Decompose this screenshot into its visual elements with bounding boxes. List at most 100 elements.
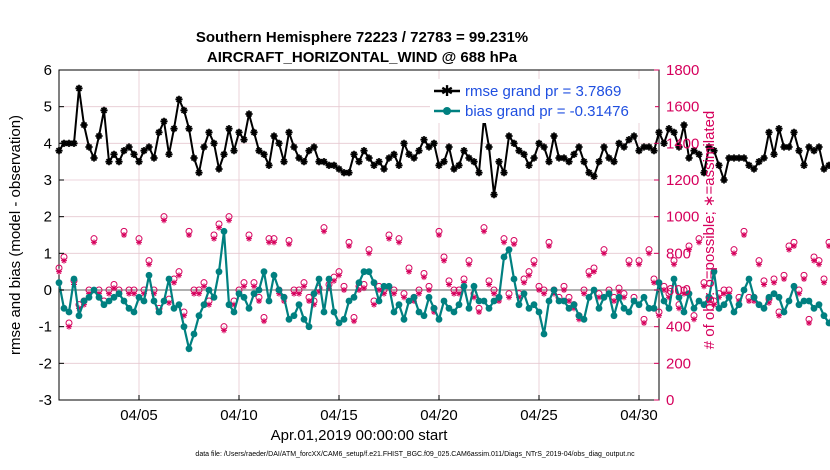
rmse-point-stroke: [560, 154, 568, 162]
rmse-point: [250, 128, 258, 136]
x-tick-label: 04/25: [520, 407, 558, 424]
rmse-point-stroke: [655, 129, 663, 136]
obs-assimilated-stroke: [61, 258, 67, 264]
obs-assimilated-point: [511, 241, 517, 248]
bias-point: [310, 290, 318, 298]
obs-assimilated-point: [481, 228, 487, 235]
bias-point: [280, 293, 288, 301]
obs-assimilated-point: [346, 243, 352, 249]
bias-point: [700, 301, 708, 309]
bias-point: [240, 293, 248, 301]
bias-point: [525, 304, 533, 312]
obs-assimilated-point: [791, 243, 797, 249]
bias-point: [85, 293, 93, 301]
bias-point: [455, 301, 463, 309]
rmse-point: [390, 150, 398, 158]
bias-point: [145, 271, 153, 279]
rmse-point: [790, 128, 798, 136]
obs-assimilated-point: [771, 279, 777, 286]
obs-assimilated-stroke: [136, 239, 142, 245]
bias-point: [160, 297, 168, 305]
obs-assimilated-stroke: [466, 261, 472, 267]
bias-point: [175, 301, 183, 309]
obs-assimilated-stroke: [346, 243, 352, 249]
bias-point: [550, 286, 558, 294]
rmse-point-stroke: [810, 147, 818, 154]
bias-point: [370, 279, 378, 287]
bias-point: [605, 290, 613, 298]
obs-assimilated-stroke: [506, 294, 512, 300]
rmse-point-stroke: [825, 163, 830, 169]
bias-point: [595, 304, 603, 312]
bias-point: [465, 304, 473, 312]
bias-point: [55, 279, 63, 287]
y-left-tick-label: 0: [44, 282, 52, 299]
obs-assimilated-stroke: [581, 291, 587, 297]
rmse-point: [165, 150, 173, 158]
rmse-point: [535, 139, 543, 147]
rmse-point: [810, 147, 818, 155]
rmse-point: [700, 169, 708, 177]
obs-assimilated-point: [351, 318, 357, 325]
bias-point: [810, 304, 818, 312]
bias-point: [285, 315, 293, 323]
rmse-point-stroke: [85, 143, 93, 151]
obs-assimilated-point: [601, 250, 607, 257]
obs-assimilated-point: [421, 274, 427, 281]
rmse-point: [760, 154, 768, 162]
obs-assimilated-stroke: [246, 236, 252, 242]
obs-assimilated-point: [171, 279, 177, 286]
rmse-point: [350, 150, 358, 158]
rmse-point: [415, 147, 423, 155]
obs-assimilated-point: [251, 283, 257, 290]
rmse-point: [425, 143, 433, 151]
obs-assimilated-stroke: [206, 302, 212, 308]
obs-assimilated-point: [591, 268, 597, 275]
rmse-point-stroke: [255, 147, 263, 154]
rmse-point-stroke: [605, 154, 613, 162]
obs-assimilated-point: [756, 261, 762, 268]
rmse-point: [155, 128, 163, 136]
obs-assimilated-stroke: [681, 291, 687, 297]
rmse-point: [820, 165, 828, 173]
obs-assimilated-point: [336, 272, 342, 279]
legend: ✱ rmse grand pr = 3.7869 bias grand pr =…: [430, 79, 655, 123]
rmse-point-stroke: [410, 154, 418, 162]
rmse-point-stroke: [555, 154, 563, 162]
bias-point: [660, 297, 668, 305]
obs-assimilated-stroke: [91, 239, 97, 245]
rmse-point: [105, 158, 113, 166]
obs-assimilated-point: [821, 279, 827, 286]
rmse-point-stroke: [765, 129, 773, 136]
rmse-point-stroke: [390, 151, 398, 158]
bias-point: [805, 297, 813, 305]
bias-point: [390, 308, 398, 316]
rmse-point-stroke: [435, 162, 443, 169]
obs-assimilated-stroke: [536, 287, 542, 293]
obs-assimilated-point: [226, 217, 232, 224]
rmse-point: [485, 143, 493, 151]
rmse-point-stroke: [290, 143, 298, 151]
rmse-point-stroke: [195, 169, 203, 176]
rmse-point: [785, 143, 793, 151]
bias-point: [690, 304, 698, 312]
obs-assimilated-point: [761, 281, 767, 288]
rmse-point: [160, 117, 168, 125]
obs-assimilated-point: [531, 261, 537, 268]
rmse-point: [635, 147, 643, 155]
rmse-point-stroke: [360, 147, 368, 154]
bias-point: [460, 282, 468, 290]
rmse-point: [400, 139, 408, 147]
obs-assimilated-point: [801, 276, 807, 282]
rmse-point-stroke: [125, 143, 133, 151]
rmse-point: [495, 158, 503, 166]
rmse-point: [605, 154, 613, 162]
rmse-point: [315, 158, 323, 166]
rmse-point: [750, 165, 758, 173]
obs-assimilated-stroke: [191, 291, 197, 297]
rmse-point: [655, 128, 663, 136]
obs-assimilated-stroke: [146, 261, 152, 267]
obs-assimilated-stroke: [636, 261, 642, 267]
rmse-point-stroke: [275, 140, 283, 147]
bias-point: [625, 308, 633, 316]
